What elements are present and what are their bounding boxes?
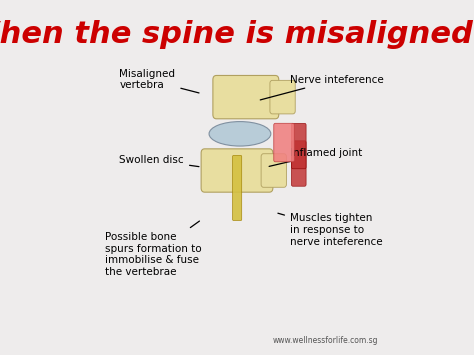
Ellipse shape: [209, 122, 271, 146]
Text: Inflamed joint: Inflamed joint: [269, 148, 362, 166]
FancyBboxPatch shape: [270, 80, 295, 114]
Text: When the spine is misaligned...: When the spine is misaligned...: [0, 20, 474, 49]
Text: Nerve inteference: Nerve inteference: [260, 75, 383, 100]
Text: www.wellnessforlife.com.sg: www.wellnessforlife.com.sg: [273, 336, 378, 345]
FancyBboxPatch shape: [213, 76, 279, 119]
FancyBboxPatch shape: [292, 141, 306, 186]
Text: Misaligned
vertebra: Misaligned vertebra: [119, 69, 199, 93]
Text: Muscles tighten
in response to
nerve inteference: Muscles tighten in response to nerve int…: [278, 213, 383, 246]
FancyBboxPatch shape: [274, 123, 294, 162]
FancyBboxPatch shape: [292, 123, 306, 169]
Text: Swollen disc: Swollen disc: [119, 155, 199, 166]
FancyBboxPatch shape: [201, 149, 273, 192]
FancyBboxPatch shape: [233, 155, 242, 220]
Text: Possible bone
spurs formation to
immobilise & fuse
the vertebrae: Possible bone spurs formation to immobil…: [105, 221, 201, 277]
FancyBboxPatch shape: [261, 154, 286, 187]
